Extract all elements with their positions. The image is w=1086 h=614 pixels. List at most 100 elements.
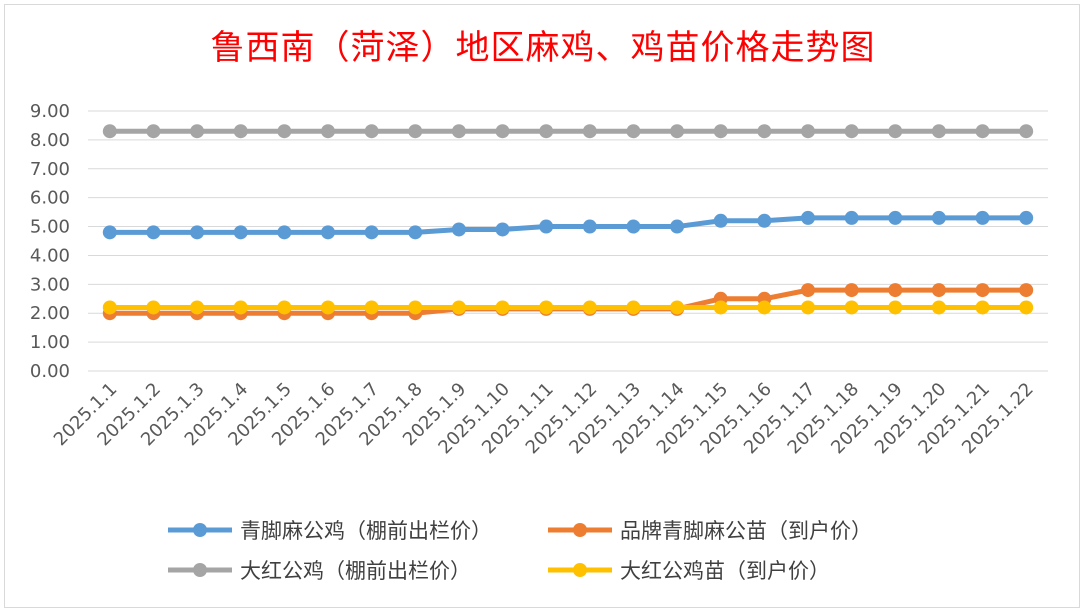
series-line	[109, 215, 1027, 235]
chart-title: 鲁西南（菏泽）地区麻鸡、鸡苗价格走势图	[210, 28, 876, 68]
data-point	[931, 210, 946, 225]
data-point	[844, 300, 859, 315]
data-point	[844, 210, 859, 225]
series-layer	[102, 124, 1034, 321]
legend-label: 青脚麻公鸡（棚前出栏价）	[240, 519, 492, 543]
legend: 青脚麻公鸡（棚前出栏价） 品牌青脚麻公苗（到户价） 大红公鸡（棚前出栏价） 大红公鸡苗…	[168, 519, 872, 583]
data-point	[321, 300, 335, 315]
data-point	[364, 124, 379, 139]
data-point	[146, 225, 161, 240]
data-point	[190, 225, 205, 240]
y-tick-label: 0.00	[30, 361, 70, 382]
data-point	[1019, 300, 1034, 315]
y-tick-label: 7.00	[30, 159, 70, 180]
data-point	[582, 124, 597, 139]
data-point	[190, 300, 205, 315]
y-tick-label: 9.00	[30, 101, 70, 122]
data-point	[888, 210, 903, 225]
legend-label: 大红公鸡苗（到户价）	[620, 559, 830, 583]
data-point	[844, 283, 859, 298]
legend-item: 青脚麻公鸡（棚前出栏价）	[168, 519, 492, 543]
data-point	[975, 283, 990, 298]
data-point	[975, 300, 990, 315]
data-point	[888, 124, 903, 139]
data-point	[844, 124, 859, 139]
data-point	[408, 300, 423, 315]
data-point	[102, 300, 117, 315]
data-point	[539, 219, 554, 234]
data-point	[670, 124, 685, 139]
legend-marker	[193, 523, 207, 537]
data-point	[757, 300, 772, 315]
data-point	[626, 219, 641, 234]
data-point	[931, 300, 946, 315]
data-point	[233, 124, 248, 139]
data-point	[277, 124, 292, 139]
data-point	[757, 124, 772, 139]
series-0	[102, 210, 1034, 240]
data-point	[1019, 210, 1034, 225]
data-point	[888, 300, 903, 315]
data-point	[451, 124, 466, 139]
data-point	[233, 225, 248, 240]
data-point	[975, 210, 990, 225]
data-point	[321, 225, 335, 240]
y-tick-label: 3.00	[30, 274, 70, 295]
data-point	[495, 300, 510, 315]
gridlines	[88, 110, 1048, 372]
data-point	[713, 213, 728, 228]
legend-label: 品牌青脚麻公苗（到户价）	[620, 519, 872, 543]
data-point	[102, 225, 117, 240]
legend-item: 大红公鸡苗（到户价）	[548, 559, 830, 583]
data-point	[713, 300, 728, 315]
y-tick-label: 2.00	[30, 303, 70, 324]
data-point	[670, 300, 685, 315]
data-point	[626, 124, 641, 139]
data-point	[146, 300, 161, 315]
data-point	[364, 225, 379, 240]
y-tick-label: 5.00	[30, 217, 70, 238]
legend-item: 品牌青脚麻公苗（到户价）	[548, 519, 872, 543]
legend-item: 大红公鸡（棚前出栏价）	[168, 559, 471, 583]
y-tick-label: 8.00	[30, 130, 70, 151]
data-point	[190, 124, 205, 139]
data-point	[888, 283, 903, 298]
data-point	[495, 124, 510, 139]
data-point	[931, 124, 946, 139]
data-point	[408, 225, 423, 240]
data-point	[277, 300, 292, 315]
data-point	[582, 219, 597, 234]
data-point	[931, 283, 946, 298]
data-point	[102, 124, 117, 139]
data-point	[539, 124, 554, 139]
y-tick-label: 1.00	[30, 332, 70, 353]
data-point	[539, 300, 554, 315]
legend-marker	[193, 563, 207, 577]
data-point	[277, 225, 292, 240]
data-point	[233, 300, 248, 315]
legend-label: 大红公鸡（棚前出栏价）	[240, 559, 471, 583]
data-point	[801, 124, 815, 139]
legend-marker	[573, 563, 587, 577]
data-point	[1019, 283, 1034, 298]
y-tick-label: 6.00	[30, 188, 70, 209]
data-point	[364, 300, 379, 315]
x-axis-ticks: 2025.1.12025.1.22025.1.32025.1.42025.1.5…	[50, 379, 1038, 459]
data-point	[451, 300, 466, 315]
data-point	[1019, 124, 1034, 139]
data-point	[801, 210, 815, 225]
data-point	[801, 300, 815, 315]
data-point	[975, 124, 990, 139]
data-point	[670, 219, 685, 234]
y-axis-ticks: 0.00 1.00 2.00 3.00 4.00 5.00 6.00 7.00 8.00 9.00	[30, 101, 70, 382]
series-2	[102, 124, 1034, 139]
data-point	[582, 300, 597, 315]
data-point	[757, 213, 772, 228]
data-point	[408, 124, 423, 139]
y-tick-label: 4.00	[30, 245, 70, 266]
data-point	[451, 222, 466, 237]
data-point	[713, 124, 728, 139]
data-point	[801, 283, 815, 298]
legend-marker	[573, 523, 587, 537]
